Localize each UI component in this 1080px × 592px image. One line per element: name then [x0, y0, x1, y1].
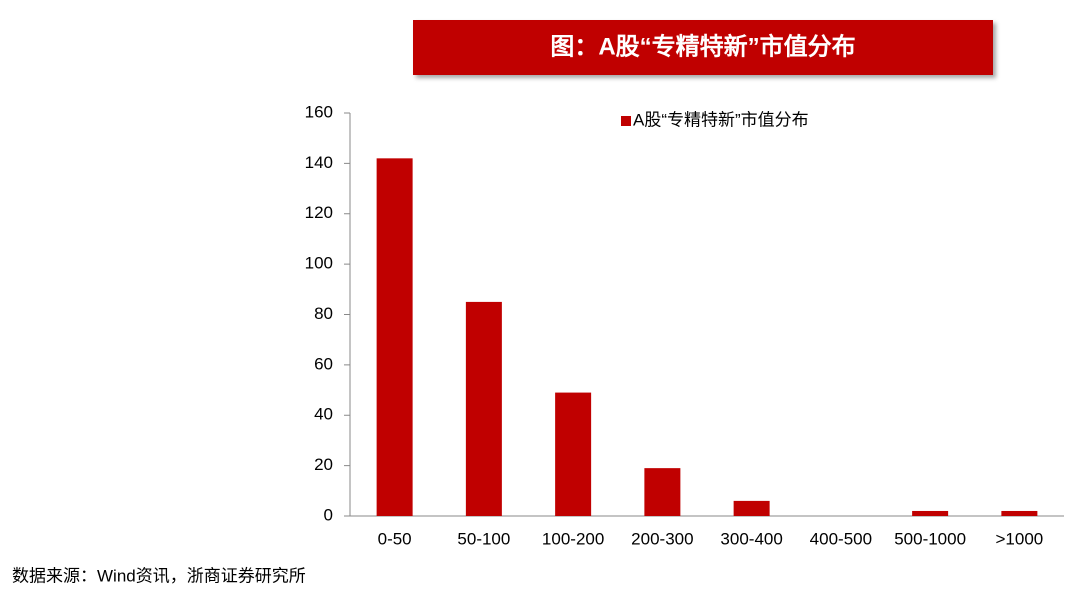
- legend-label: A股“专精特新”市值分布: [633, 110, 809, 129]
- bar: [644, 468, 681, 516]
- y-tick-label: 120: [305, 203, 333, 222]
- x-tick-label: 500-1000: [894, 529, 966, 548]
- source-note: 数据来源：Wind资讯，浙商证券研究所: [12, 566, 306, 585]
- y-tick-label: 20: [314, 455, 333, 474]
- bar: [465, 301, 502, 516]
- y-tick-label: 0: [324, 505, 333, 524]
- x-tick-label: 50-100: [457, 529, 510, 548]
- bar: [376, 158, 413, 516]
- x-tick-label: 0-50: [378, 529, 412, 548]
- y-tick-label: 140: [305, 153, 333, 172]
- y-tick-label: 40: [314, 405, 333, 424]
- x-tick-label: 200-300: [631, 529, 693, 548]
- x-tick-label: 100-200: [542, 529, 604, 548]
- y-tick-label: 160: [305, 102, 333, 121]
- bar: [555, 392, 592, 516]
- x-tick-label: 300-400: [720, 529, 782, 548]
- x-tick-label: 400-500: [810, 529, 872, 548]
- title-banner: [413, 20, 993, 75]
- y-tick-label: 60: [314, 354, 333, 373]
- y-tick-label: 80: [314, 304, 333, 323]
- bar: [733, 500, 770, 516]
- chart-title: 图：A股“专精特新”市值分布: [550, 32, 855, 60]
- bar: [1001, 510, 1038, 516]
- y-tick-label: 100: [305, 254, 333, 273]
- legend-swatch: [621, 116, 631, 126]
- x-tick-label: >1000: [996, 529, 1044, 548]
- bar: [912, 510, 949, 516]
